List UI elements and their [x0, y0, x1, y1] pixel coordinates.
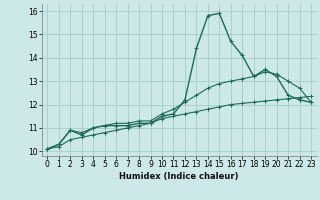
- X-axis label: Humidex (Indice chaleur): Humidex (Indice chaleur): [119, 172, 239, 181]
